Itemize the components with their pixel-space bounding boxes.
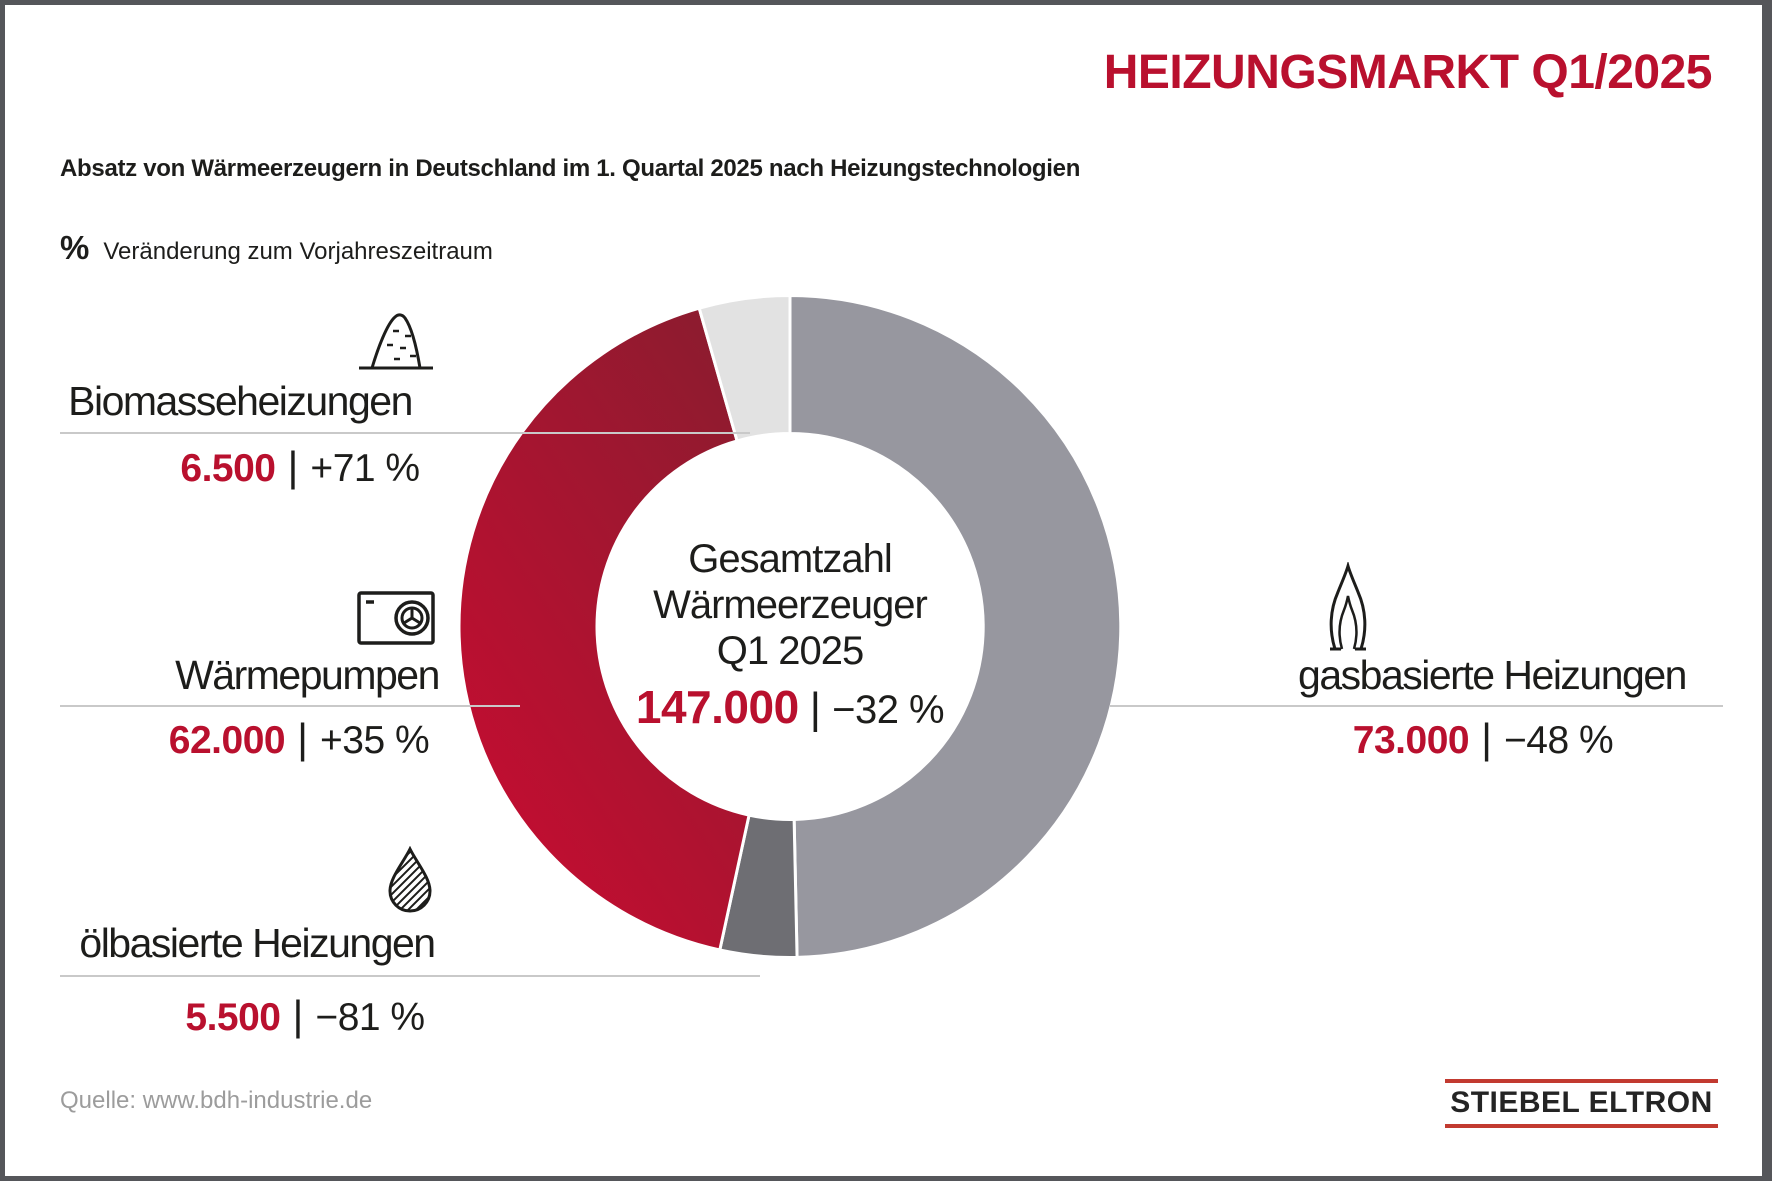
category-values-oil: 5.500 | −81 % <box>185 992 425 1039</box>
heatpump-separator: | <box>297 715 309 762</box>
oil-change: −81 % <box>315 996 425 1039</box>
leader-line-biomass <box>60 432 750 434</box>
center-line-3: Q1 2025 <box>716 629 864 673</box>
leader-line-gas <box>1110 705 1723 707</box>
heat-pump-icon <box>357 590 435 646</box>
pellet-pile-icon <box>356 310 436 374</box>
percent-symbol: % <box>60 229 90 266</box>
center-total-row: 147.000 | −32 % <box>635 681 945 733</box>
category-label-heatpump: Wärmepumpen <box>175 652 440 698</box>
logo-text: STIEBEL ELTRON <box>1450 1086 1713 1119</box>
center-line-1: Gesamtzahl <box>688 537 892 581</box>
category-label-gas: gasbasierte Heizungen <box>1298 652 1687 698</box>
biomass-change: +71 % <box>310 447 420 490</box>
gas-flame-icon <box>1327 562 1369 652</box>
oil-separator: | <box>292 992 304 1039</box>
gas-separator: | <box>1481 715 1493 762</box>
subtitle: Absatz von Wärmeerzeugern in Deutschland… <box>60 155 1081 182</box>
category-values-gas: 73.000 | −48 % <box>1352 715 1614 762</box>
source-note: Quelle: www.bdh-industrie.de <box>60 1087 373 1114</box>
total-separator: | <box>809 684 822 733</box>
gas-change: −48 % <box>1504 719 1614 762</box>
leader-line-heatpump <box>60 705 520 707</box>
donut-segment-gas <box>788 294 1123 959</box>
oil-drop-icon <box>386 846 434 916</box>
leader-line-oil <box>60 975 760 977</box>
donut-center-text: Gesamtzahl Wärmeerzeuger Q1 2025 147.000… <box>635 536 945 733</box>
heatpump-value: 62.000 <box>168 719 286 762</box>
category-values-heatpump: 62.000 | +35 % <box>168 715 430 762</box>
category-label-biomass: Biomasseheizungen <box>68 378 413 424</box>
category-label-oil: ölbasierte Heizungen <box>79 920 436 966</box>
biomass-separator: | <box>287 443 299 490</box>
category-values-biomass: 6.500 | +71 % <box>180 443 420 490</box>
donut-chart <box>457 294 1123 959</box>
percent-note-text: Veränderung zum Vorjahreszeitraum <box>103 238 493 265</box>
total-value: 147.000 <box>635 681 799 733</box>
biomass-value: 6.500 <box>180 447 276 490</box>
percent-note: % Veränderung zum Vorjahreszeitraum <box>60 229 493 267</box>
page-title: HEIZUNGSMARKT Q1/2025 <box>1103 46 1713 99</box>
gas-value: 73.000 <box>1352 719 1470 762</box>
donut-segment-heatpump <box>457 306 751 952</box>
heatpump-change: +35 % <box>320 719 430 762</box>
center-line-2: Wärmeerzeuger <box>653 583 928 627</box>
oil-value: 5.500 <box>185 996 281 1039</box>
donut-segment-biomass <box>697 294 792 443</box>
stiebel-eltron-logo: STIEBEL ELTRON <box>1445 1079 1718 1128</box>
total-change: −32 % <box>832 688 945 732</box>
